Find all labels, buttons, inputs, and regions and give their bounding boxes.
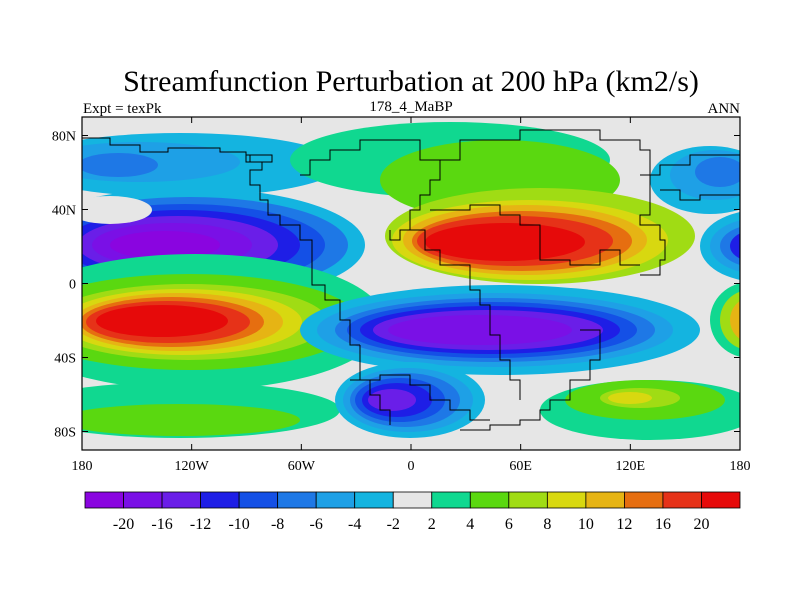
colorbar-swatch	[508, 491, 548, 509]
y-tick-label: 0	[69, 278, 76, 293]
y-axis: 80N 40N 0 40S 80S	[52, 130, 740, 441]
negative-south-atlantic-center	[335, 362, 485, 438]
y-tick-label: 80N	[52, 130, 76, 145]
colorbar-swatch	[161, 491, 201, 509]
colorbar-label: 8	[543, 516, 551, 533]
negative-north-pacific-west-center	[700, 212, 740, 280]
colorbar-swatch	[431, 491, 471, 509]
coastline-greenland	[300, 139, 441, 241]
colorbar-swatch	[123, 491, 163, 509]
colorbar-swatch	[469, 491, 510, 509]
negative-arctic-west-center	[82, 133, 340, 224]
colorbar-label: 6	[505, 516, 513, 533]
colorbar-label: 4	[466, 516, 474, 533]
colorbar-swatch	[624, 491, 664, 509]
negative-south-indian-center	[300, 285, 700, 375]
colorbar-label: -12	[190, 516, 211, 533]
lower-southern-band	[82, 382, 340, 438]
colorbar-swatch	[315, 491, 356, 509]
positive-south-pacific-west-center	[710, 283, 740, 357]
coastline-alaska	[660, 189, 740, 201]
colorbar-swatch	[200, 491, 240, 509]
continent-outlines	[82, 129, 740, 431]
x-tick-label: 0	[408, 459, 415, 474]
chart-title: Streamfunction Perturbation at 200 hPa (…	[123, 65, 699, 98]
colorbar-label: -6	[310, 516, 323, 533]
colorbar-label: 12	[616, 516, 632, 533]
colorbar-label: 20	[693, 516, 709, 533]
colorbar-swatch	[701, 491, 741, 509]
y-tick-label: 80S	[54, 426, 76, 441]
x-tick-label: 120E	[616, 459, 646, 474]
coastline-north-america	[82, 137, 360, 346]
x-tick-label: 180	[730, 459, 751, 474]
colorbar-label: -8	[271, 516, 284, 533]
map-field	[82, 117, 740, 450]
x-tick-label: 60E	[509, 459, 532, 474]
colorbar-swatch	[277, 491, 317, 509]
coastline-eurasia	[430, 129, 666, 276]
y-tick-label: 40S	[54, 352, 76, 367]
coastline-antarctica	[350, 374, 490, 421]
coastline-north-pacific	[640, 154, 740, 176]
colorbar-label: 2	[428, 516, 436, 533]
positive-south-pacific-east-center	[82, 254, 385, 390]
colorbar-swatch	[585, 491, 625, 509]
x-axis: 180 120W 60W 0 60E 120E 180	[72, 117, 751, 474]
run-label: 178_4_MaBP	[369, 99, 452, 115]
coastline-small-islands	[246, 154, 273, 163]
colorbar-label: -20	[113, 516, 134, 533]
colorbar-swatch	[662, 491, 702, 509]
colorbar-swatch	[84, 491, 124, 509]
positive-southern-ocean-center	[540, 380, 740, 440]
x-tick-label: 120W	[175, 459, 210, 474]
y-tick-label: 40N	[52, 204, 76, 219]
positive-north-asia-center	[385, 188, 695, 284]
colorbar-label: -10	[228, 516, 249, 533]
x-tick-label: 180	[72, 459, 93, 474]
coastline-australia	[460, 329, 601, 431]
x-tick-label: 60W	[288, 459, 316, 474]
colorbar: -20 -16 -12 -10 -8 -6 -4 -2 2 4 6 8 10 12 16 20	[84, 491, 741, 533]
coastline-africa	[410, 229, 521, 400]
colorbar-swatch	[392, 491, 433, 509]
colorbar-label: -2	[387, 516, 400, 533]
colorbar-label: -4	[348, 516, 361, 533]
season-label: ANN	[708, 101, 741, 117]
colorbar-swatch	[238, 491, 279, 509]
negative-arctic-east-center	[650, 146, 740, 214]
experiment-label: Expt = texPk	[83, 101, 162, 117]
colorbar-label: 10	[578, 516, 594, 533]
coastline-asia-south	[430, 204, 640, 266]
colorbar-swatch	[546, 491, 587, 509]
colorbar-label: 16	[655, 516, 671, 533]
colorbar-swatch	[354, 491, 394, 509]
colorbar-label: -16	[151, 516, 172, 533]
